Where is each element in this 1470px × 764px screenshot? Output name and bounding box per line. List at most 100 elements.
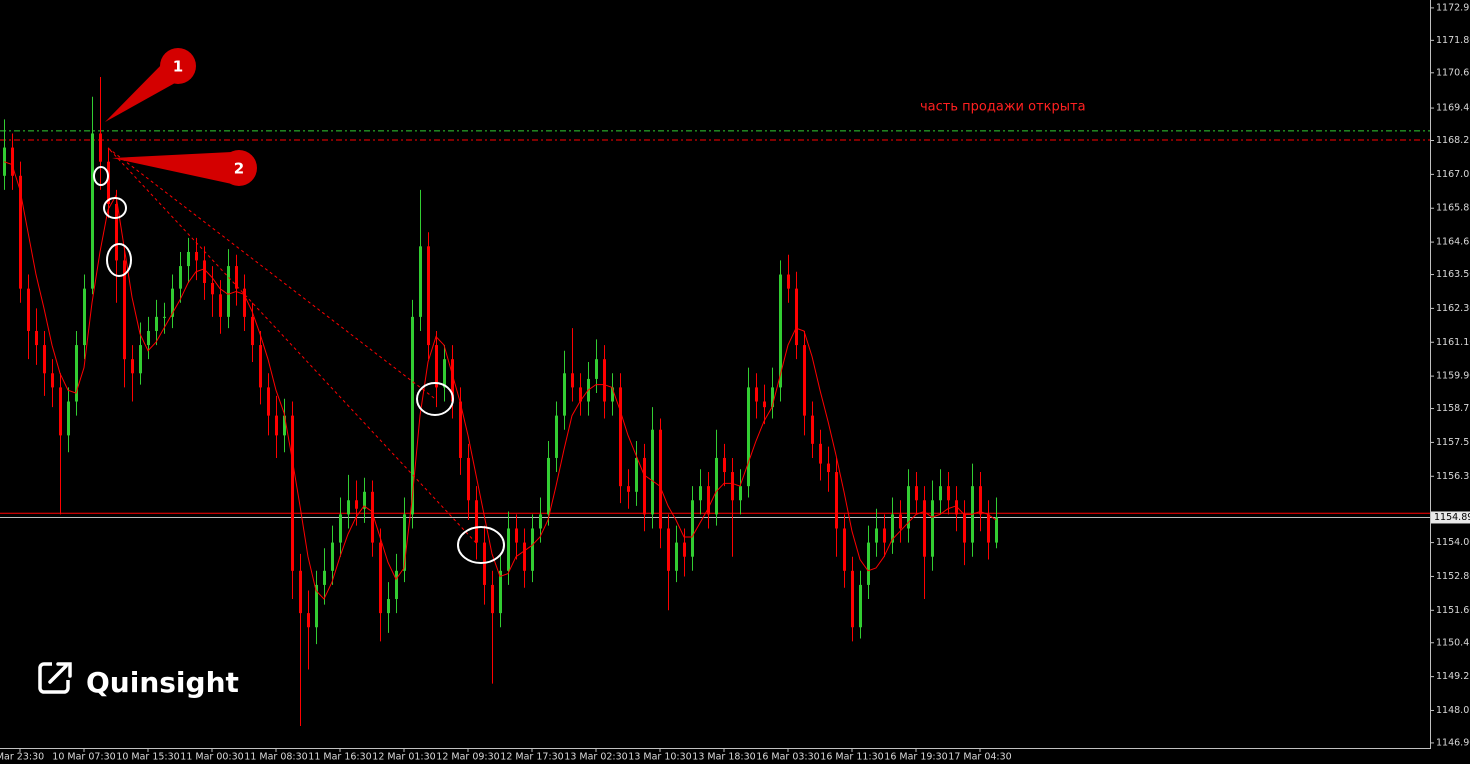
candle-body bbox=[195, 251, 198, 261]
candles-layer bbox=[3, 77, 998, 726]
candle-body bbox=[955, 500, 958, 515]
candle-body bbox=[251, 316, 254, 346]
y-tick-label: 1146.90 bbox=[1436, 737, 1470, 748]
candle-body bbox=[763, 401, 766, 408]
x-tick-label: 13 Mar 18:30 bbox=[692, 752, 755, 763]
candle-body bbox=[443, 359, 446, 388]
candle-body bbox=[59, 387, 62, 436]
y-tick-label: 1151.60 bbox=[1436, 605, 1470, 616]
candle-body bbox=[627, 486, 630, 492]
callout-circle bbox=[160, 48, 196, 84]
candle-body bbox=[211, 283, 214, 295]
candle-body bbox=[347, 500, 350, 515]
candle-body bbox=[987, 514, 990, 543]
candle-body bbox=[387, 599, 390, 614]
y-tick-label: 1150.45 bbox=[1436, 637, 1470, 648]
candle-body bbox=[19, 175, 22, 289]
highlight-ellipse bbox=[457, 526, 505, 564]
x-tick-label: 11 Mar 00:30 bbox=[180, 752, 243, 763]
x-tick-label: 13 Mar 10:30 bbox=[628, 752, 691, 763]
moving-average bbox=[3, 161, 997, 600]
candle-body bbox=[891, 514, 894, 543]
candle-body bbox=[667, 528, 670, 571]
y-tick-label: 1157.55 bbox=[1436, 437, 1470, 448]
candle-body bbox=[147, 330, 150, 346]
candle-body bbox=[131, 359, 134, 374]
candle-body bbox=[11, 147, 14, 176]
callout-label: 2 bbox=[234, 160, 244, 178]
candle-body bbox=[219, 294, 222, 317]
candle-body bbox=[27, 288, 30, 331]
candle-body bbox=[499, 570, 502, 614]
x-tick-label: 12 Mar 01:30 bbox=[372, 752, 435, 763]
candle-body bbox=[427, 246, 430, 346]
candle-body bbox=[115, 204, 118, 261]
candle-body bbox=[363, 491, 366, 509]
candle-body bbox=[331, 542, 334, 571]
candle-body bbox=[771, 387, 774, 408]
price-label-box bbox=[1431, 511, 1470, 524]
logo-icon bbox=[38, 662, 70, 694]
candle-body bbox=[787, 274, 790, 289]
price-label: 1154.89 bbox=[1434, 512, 1470, 523]
x-tick-label: 16 Mar 19:30 bbox=[884, 752, 947, 763]
x-tick-label: 13 Mar 02:30 bbox=[564, 752, 627, 763]
candle-body bbox=[675, 542, 678, 571]
highlight-ellipse bbox=[106, 243, 132, 277]
candle-body bbox=[883, 528, 886, 543]
candle-body bbox=[91, 133, 94, 289]
candle-body bbox=[339, 514, 342, 543]
candle-body bbox=[51, 373, 54, 388]
y-tick-label: 1168.25 bbox=[1436, 135, 1470, 146]
x-tick-label: 16 Mar 11:30 bbox=[820, 752, 883, 763]
candle-body bbox=[843, 528, 846, 571]
candle-body bbox=[691, 500, 694, 557]
candle-body bbox=[275, 415, 278, 436]
candle-body bbox=[179, 266, 182, 289]
candle-body bbox=[699, 486, 702, 501]
candle-body bbox=[411, 316, 414, 515]
candle-body bbox=[715, 457, 718, 515]
candle-body bbox=[619, 387, 622, 487]
x-tick-label: 11 Mar 16:30 bbox=[308, 752, 371, 763]
candle-body bbox=[259, 345, 262, 388]
y-tick-label: 1167.05 bbox=[1436, 169, 1470, 180]
candle-body bbox=[907, 486, 910, 529]
y-tick-label: 1154.00 bbox=[1436, 537, 1470, 548]
candle-body bbox=[819, 443, 822, 464]
candle-body bbox=[171, 288, 174, 317]
candle-body bbox=[827, 463, 830, 473]
candle-body bbox=[643, 457, 646, 515]
candle-body bbox=[859, 584, 862, 628]
candle-body bbox=[899, 514, 902, 529]
candle-body bbox=[867, 542, 870, 585]
x-tick-label: 12 Mar 17:30 bbox=[500, 752, 563, 763]
y-tick-label: 1161.10 bbox=[1436, 337, 1470, 348]
y-tick-label: 1149.25 bbox=[1436, 671, 1470, 682]
candle-body bbox=[451, 359, 454, 402]
candle-body bbox=[979, 486, 982, 515]
logo: Quinsight bbox=[38, 662, 239, 699]
y-tick-label: 1162.30 bbox=[1436, 303, 1470, 314]
candle-body bbox=[803, 345, 806, 416]
candle-body bbox=[283, 415, 286, 436]
candle-body bbox=[75, 345, 78, 402]
candle-body bbox=[723, 457, 726, 473]
candle-body bbox=[419, 246, 422, 317]
candle-body bbox=[379, 542, 382, 614]
candle-body bbox=[747, 387, 750, 487]
candle-body bbox=[459, 401, 462, 458]
candle-body bbox=[187, 251, 190, 267]
y-tick-label: 1163.50 bbox=[1436, 269, 1470, 280]
candle-body bbox=[203, 260, 206, 284]
candle-body bbox=[355, 500, 358, 509]
candle-body bbox=[779, 274, 782, 388]
highlight-ellipse bbox=[416, 382, 454, 416]
candle-body bbox=[939, 486, 942, 501]
y-tick-label: 1169.40 bbox=[1436, 103, 1470, 114]
candle-body bbox=[683, 542, 686, 557]
candle-body bbox=[563, 373, 566, 416]
logo-text: Quinsight bbox=[86, 666, 239, 699]
x-tick-label: 16 Mar 03:30 bbox=[756, 752, 819, 763]
